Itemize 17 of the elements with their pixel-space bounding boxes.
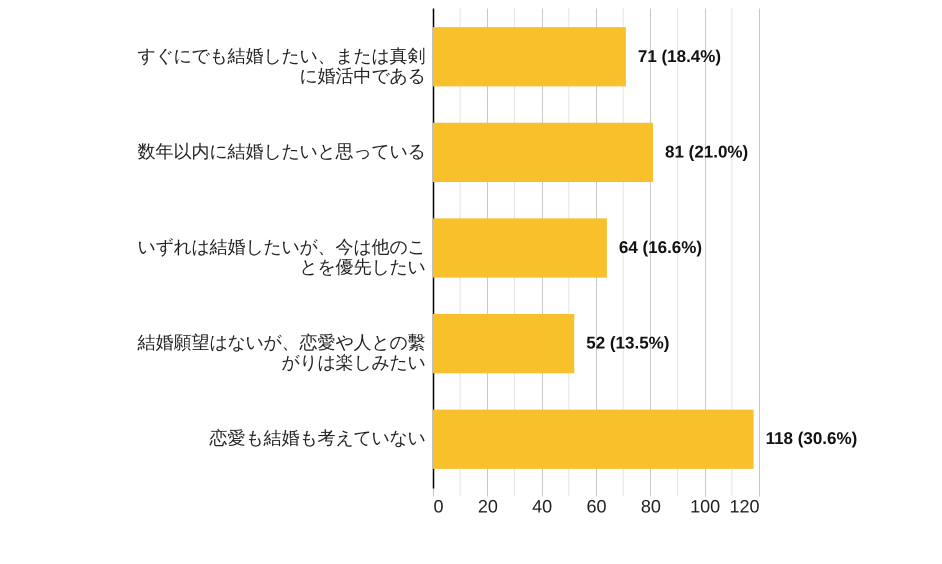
data-label: 118 (30.6%): [766, 429, 858, 448]
y-tick-label: 恋愛も結婚も考えていない: [208, 428, 426, 448]
x-tick-label: 100: [690, 496, 720, 516]
y-tick-label: すぐにでも結婚したい、または真剣に婚活中である: [138, 46, 426, 86]
data-label: 64 (16.6%): [618, 238, 702, 257]
data-label: 71 (18.4%): [638, 46, 722, 66]
x-tick-label: 0: [434, 496, 444, 516]
x-tick-label: 120: [729, 496, 760, 516]
y-tick-label: 数年以内に結婚したいと思っている: [138, 141, 426, 162]
x-tick-label: 60: [586, 496, 607, 516]
data-label: 52 (13.5%): [586, 334, 670, 353]
x-tick-label: 80: [640, 496, 661, 516]
data-label: 81 (21.0%): [665, 142, 748, 162]
y-tick-label: 結婚願望はないが、恋愛や人との繫がりは楽しみたい: [136, 332, 426, 373]
y-tick-label: いずれは結婚したいが、今は他のことを優先したい: [138, 237, 426, 277]
x-tick-label: 40: [532, 496, 552, 516]
x-tick-label: 20: [478, 496, 498, 516]
